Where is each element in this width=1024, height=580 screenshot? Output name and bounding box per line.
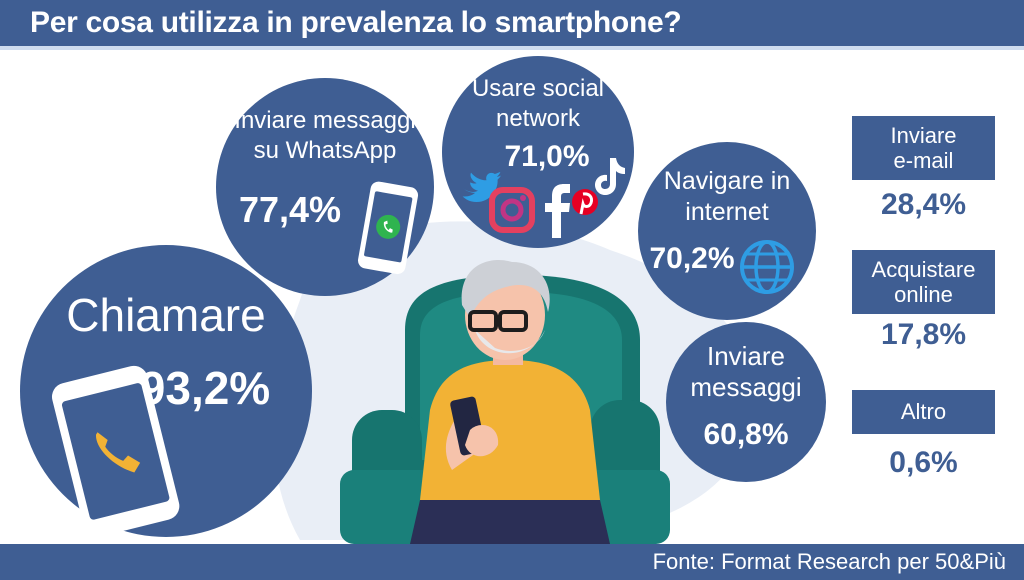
- label-email-line2: e-mail: [893, 148, 954, 173]
- bubble-messaggi: Inviare messaggi 60,8%: [666, 322, 826, 482]
- bubble-social: Usare social network 71,0%: [442, 56, 634, 248]
- elderly-man-figure: [410, 259, 610, 544]
- value-internet: 70,2%: [649, 242, 735, 275]
- box-altro: Altro: [852, 390, 995, 434]
- value-email: 28,4%: [880, 188, 967, 221]
- label-online-line1: Acquistare: [871, 256, 976, 282]
- label-altro: Altro: [900, 399, 947, 425]
- box-online: Acquistare online: [852, 250, 995, 314]
- value-whatsapp: 77,4%: [238, 189, 342, 230]
- label-messaggi-line1: Inviare: [706, 341, 786, 371]
- bubble-chiamare: Chiamare 93,2%: [20, 245, 312, 537]
- label-internet-line1: Navigare in: [663, 167, 791, 195]
- label-online-line2: online: [894, 282, 953, 307]
- header-bar: Per cosa utilizza in prevalenza lo smart…: [0, 0, 1024, 50]
- label-social-line1: Usare social: [471, 75, 605, 102]
- smartphone-whatsapp-icon: [358, 181, 419, 275]
- tiktok-icon: [595, 158, 625, 195]
- whatsapp-icon: [376, 214, 401, 239]
- bubble-whatsapp: Inviare messaggi su WhatsApp 77,4%: [216, 78, 434, 296]
- instagram-icon: [489, 187, 535, 233]
- label-social-line2: network: [495, 105, 581, 132]
- smartphone-call-icon: [51, 365, 180, 533]
- label-messaggi-line2: messaggi: [690, 372, 802, 402]
- label-chiamare: Chiamare: [66, 289, 266, 341]
- chart-title: Per cosa utilizza in prevalenza lo smart…: [30, 6, 682, 39]
- label-email-line1: Inviare: [890, 122, 957, 148]
- value-social: 71,0%: [504, 140, 590, 173]
- globe-icon: [740, 240, 794, 294]
- label-whatsapp-line2: su WhatsApp: [253, 137, 397, 164]
- value-altro: 0,6%: [889, 446, 958, 479]
- label-whatsapp-line1: Inviare messaggi: [234, 107, 416, 134]
- bubble-internet: Navigare in internet 70,2%: [638, 142, 816, 320]
- social-icons: [462, 158, 625, 238]
- box-email: Inviare e-mail: [852, 116, 995, 180]
- value-messaggi: 60,8%: [703, 418, 789, 451]
- value-online: 17,8%: [880, 318, 967, 351]
- value-chiamare: 93,2%: [139, 362, 271, 414]
- footer-bar: Fonte: Format Research per 50&Più: [0, 544, 1024, 580]
- source-note: Fonte: Format Research per 50&Più: [652, 549, 1006, 574]
- label-internet-line2: internet: [685, 198, 769, 226]
- phone-call-icon: [96, 432, 141, 473]
- facebook-icon: [545, 184, 570, 238]
